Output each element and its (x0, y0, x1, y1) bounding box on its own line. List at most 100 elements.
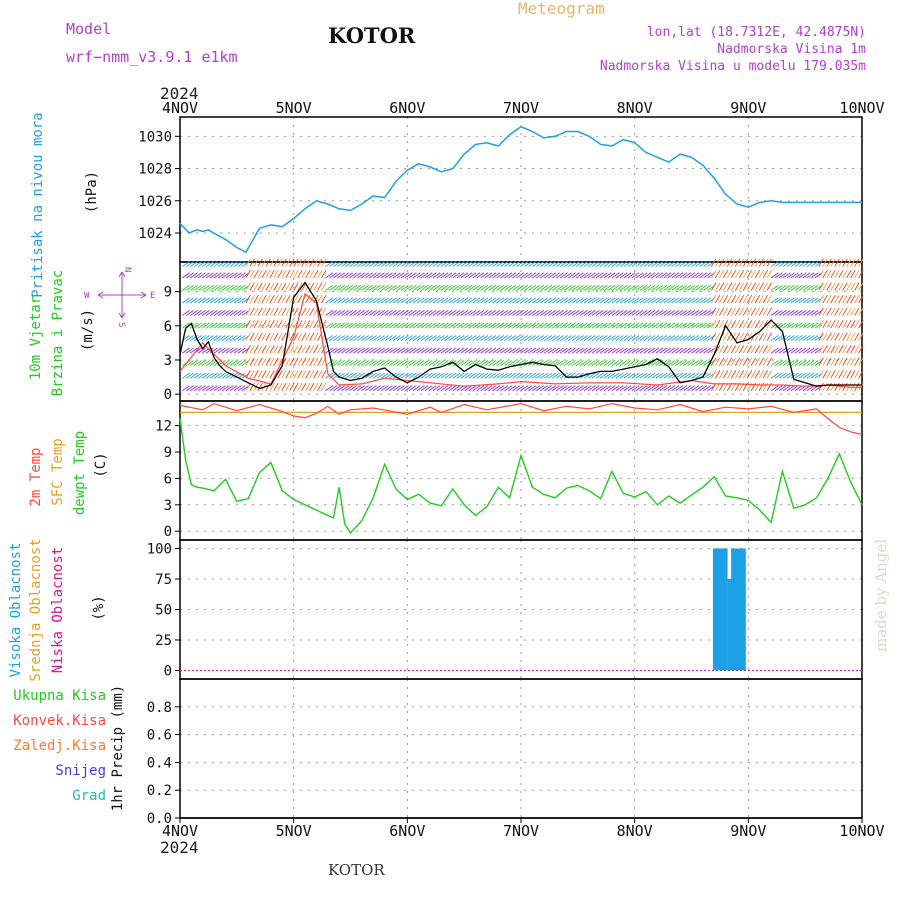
wind-barb (384, 284, 393, 291)
wind-barb (532, 261, 540, 267)
wind-barb (722, 307, 729, 316)
wind-barb (643, 284, 652, 291)
wind-barb (619, 284, 628, 291)
wind-barb (730, 345, 737, 354)
wind-barb (607, 347, 616, 354)
wind-barb (508, 372, 517, 379)
wind-barb (711, 332, 717, 341)
wind-barb (448, 297, 457, 304)
wind-barb (627, 322, 636, 329)
wind-barb (376, 284, 385, 291)
wind-barb (285, 282, 291, 291)
wind-barb (201, 261, 210, 267)
wind-barb (790, 284, 799, 291)
wind-barb (659, 272, 668, 279)
wind-barb (329, 385, 338, 392)
wind-barb (818, 307, 824, 316)
wind-barb (205, 261, 214, 267)
wind-barb (484, 385, 493, 392)
wind-barb (559, 335, 568, 341)
wind-barb (492, 310, 501, 316)
wind-barb (353, 322, 361, 329)
wind-barb (846, 282, 852, 291)
wind-barb (269, 294, 275, 304)
wind-barb (496, 272, 505, 279)
wind-barb (221, 322, 230, 329)
wind-barb (548, 372, 556, 379)
wind-barb (464, 261, 473, 267)
wind-barb (798, 335, 807, 341)
wind-barb (273, 269, 279, 279)
wind-barb (671, 261, 680, 267)
wind-barb (432, 310, 441, 316)
wind-barb (858, 357, 864, 366)
wind-barb (615, 372, 624, 379)
wind-barb (635, 310, 644, 316)
wind-barb (345, 372, 354, 379)
wind-barb (524, 372, 533, 379)
wind-barb (289, 357, 295, 366)
wind-barb (285, 294, 291, 304)
wind-barb (380, 310, 389, 316)
wind-barb (603, 335, 612, 341)
wind-barb (599, 284, 608, 291)
wind-barb (237, 360, 246, 367)
wind-barb (806, 360, 815, 367)
wind-barb (742, 345, 749, 354)
wind-barb (766, 345, 772, 354)
wind-barb (540, 360, 548, 367)
wind-barb (579, 360, 588, 367)
wind-barb (754, 294, 761, 304)
wind-barb (484, 310, 493, 316)
wind-barb (563, 360, 572, 367)
wind-barb (293, 332, 299, 341)
wind-barb (444, 272, 453, 279)
wind-barb (667, 297, 676, 304)
wind-barb (838, 282, 844, 291)
wind-barb (444, 297, 453, 304)
wind-barb (571, 322, 580, 329)
wind-barb (810, 297, 819, 304)
wind-barb (691, 297, 700, 304)
wind-barb (376, 272, 385, 279)
wind-barb (544, 347, 552, 354)
wind-barb (830, 370, 836, 379)
cloud-high-bar (727, 579, 733, 671)
wind-barb (623, 284, 632, 291)
wind-barb (217, 310, 226, 316)
wind-barb (249, 282, 255, 291)
wind-barb (353, 372, 361, 379)
wind-barb (587, 360, 596, 367)
wind-barb (376, 310, 385, 316)
wind-barb (353, 310, 361, 316)
wind-barb (209, 372, 218, 379)
wind-barb (341, 360, 350, 367)
wind-barb (205, 284, 214, 291)
wind-barb (778, 335, 787, 341)
plot-area: 1024102610281030036903691202550751000.00… (138, 99, 884, 840)
wind-barb (778, 310, 787, 316)
wind-barb (790, 372, 799, 379)
x-day-label-top: 4NOV (162, 99, 198, 117)
wind-barb (766, 258, 772, 267)
wind-barb (384, 322, 393, 329)
wind-barb (420, 261, 429, 267)
wind-barb (834, 307, 840, 316)
wind-barb (237, 310, 246, 316)
wind-barb (532, 284, 540, 291)
wind-barb (289, 269, 295, 279)
wind-barb (607, 297, 616, 304)
wind-barb (440, 261, 449, 267)
wind-barb (802, 272, 811, 279)
wind-barb (372, 261, 381, 267)
wind-barb (440, 310, 449, 316)
wind-barb (480, 284, 489, 291)
wind-barb (301, 332, 307, 341)
wind-barb (540, 347, 548, 354)
compass-north: N (122, 267, 132, 272)
wind-barb (273, 320, 279, 329)
wind-barb (229, 272, 238, 279)
wind-barb (726, 282, 733, 291)
wind-barb (838, 357, 844, 366)
wind-barb (595, 372, 604, 379)
